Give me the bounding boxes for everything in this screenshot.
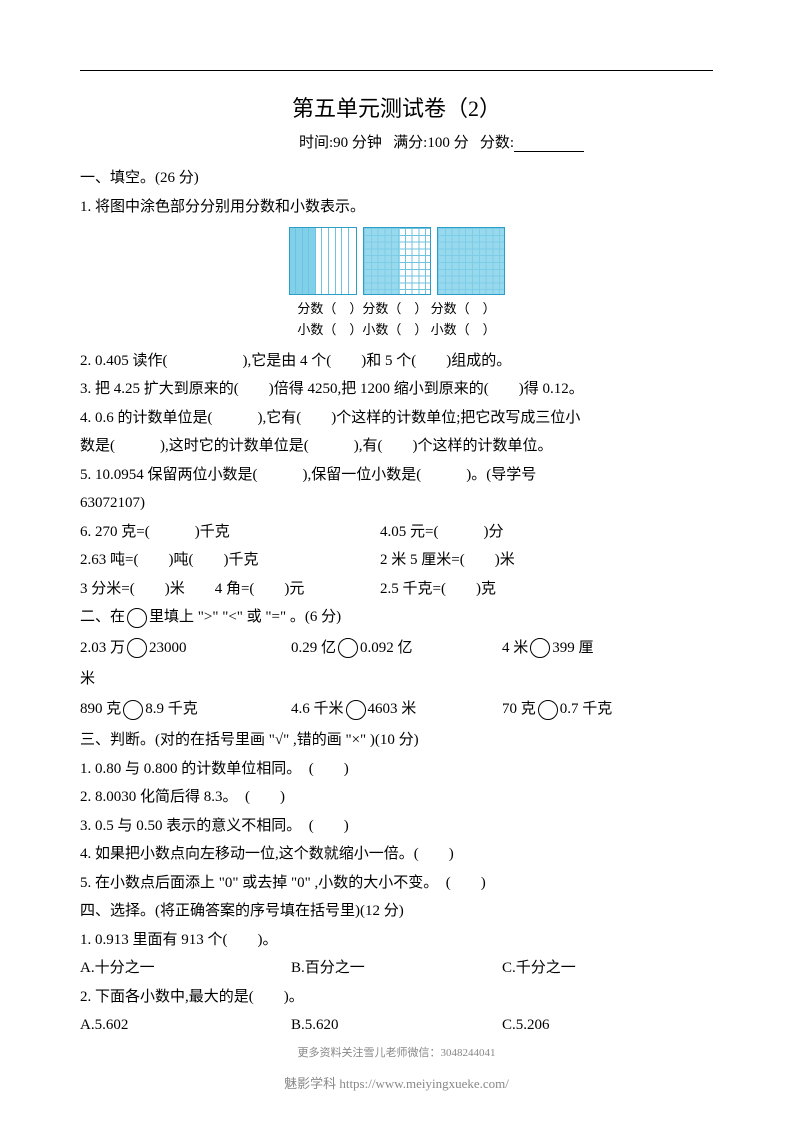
section-4-header: 四、选择。(将正确答案的序号填在括号里)(12 分) (80, 897, 713, 926)
score-label: 分数: (480, 135, 514, 151)
s4-q2-c: C.5.206 (502, 1011, 713, 1040)
s3-q2: 2. 8.0030 化简后得 8.3。 ( ) (80, 783, 713, 812)
top-rule (80, 70, 713, 71)
exam-title: 第五单元测试卷（2） (80, 91, 713, 123)
s4-q1-a: A.十分之一 (80, 954, 291, 983)
exam-meta: 时间:90 分钟 满分:100 分 分数: (80, 131, 713, 152)
section-2-header: 二、在 里填上 ">" "<" 或 "=" 。(6 分) (80, 603, 713, 632)
cmp-2a-l: 890 克 (80, 693, 121, 726)
cmp-1b-r: 0.092 亿 (360, 632, 413, 665)
compare-row-2: 890 克 8.9 千克 4.6 千米 4603 米 70 克 0.7 千克 (80, 693, 713, 726)
page-content: 第五单元测试卷（2） 时间:90 分钟 满分:100 分 分数: 一、填空。(2… (0, 0, 793, 1080)
q1-text: 1. 将图中涂色部分分别用分数和小数表示。 (80, 193, 713, 222)
s3-q3: 3. 0.5 与 0.50 表示的意义不相同。 ( ) (80, 812, 713, 841)
circle-icon[interactable] (346, 700, 366, 720)
q6-1a: 6. 270 克=( )千克 (80, 518, 380, 547)
section-3-header: 三、判断。(对的在括号里画 "√" ,错的画 "×" )(10 分) (80, 726, 713, 755)
q5b: 63072107) (80, 489, 713, 518)
q6-3a: 3 分米=( )米 4 角=( )元 (80, 575, 380, 604)
circle-icon[interactable] (127, 638, 147, 658)
cmp-1c-l: 4 米 (502, 632, 528, 665)
cmp-2b-r: 4603 米 (368, 693, 417, 726)
s3-q4: 4. 如果把小数点向左移动一位,这个数就缩小一倍。( ) (80, 840, 713, 869)
s4-q1-c: C.千分之一 (502, 954, 713, 983)
cmp-1b-l: 0.29 亿 (291, 632, 336, 665)
q6-2a: 2.63 吨=( )吨( )千克 (80, 546, 380, 575)
grid-2 (363, 227, 431, 295)
s4-q2-opts: A.5.602 B.5.620 C.5.206 (80, 1011, 713, 1040)
grid-labels: 分数（ ）分数（ ） 分数（ ） 小数（ ）小数（ ） 小数（ ） (80, 299, 713, 341)
cmp-1a-l: 2.03 万 (80, 632, 125, 665)
circle-icon (127, 608, 147, 628)
time-label: 时间: (299, 135, 333, 151)
q6-3b: 2.5 千克=( )克 (380, 575, 713, 604)
q6-row3: 3 分米=( )米 4 角=( )元 2.5 千克=( )克 (80, 575, 713, 604)
s4-q2-b: B.5.620 (291, 1011, 502, 1040)
q4a: 4. 0.6 的计数单位是( ),它有( )个这样的计数单位;把它改写成三位小 (80, 404, 713, 433)
fullmark-label: 满分: (393, 135, 427, 151)
grid-labels-fraction: 分数（ ）分数（ ） 分数（ ） (80, 299, 713, 320)
cmp-2a-r: 8.9 千克 (145, 693, 198, 726)
circle-icon[interactable] (530, 638, 550, 658)
footer-wechat: 更多资料关注雪儿老师微信：3048244041 (0, 1044, 793, 1060)
s4-q2: 2. 下面各小数中,最大的是( )。 (80, 983, 713, 1012)
cmp-2c-r: 0.7 千克 (560, 693, 613, 726)
q5a: 5. 10.0954 保留两位小数是( ),保留一位小数是( )。(导学号 (80, 461, 713, 490)
cmp-2b-l: 4.6 千米 (291, 693, 344, 726)
time-value: 90 分钟 (333, 135, 382, 151)
q6-2b: 2 米 5 厘米=( )米 (380, 546, 713, 575)
q6-row1: 6. 270 克=( )千克 4.05 元=( )分 (80, 518, 713, 547)
footer-site: 魅影学科 https://www.meiyingxueke.com/ (0, 1073, 793, 1092)
s3-q5: 5. 在小数点后面添上 "0" 或去掉 "0" ,小数的大小不变。 ( ) (80, 869, 713, 898)
grid-1 (289, 227, 357, 295)
q4b: 数是( ),这时它的计数单位是( ),有( )个这样的计数单位。 (80, 432, 713, 461)
grid-3 (437, 227, 505, 295)
s4-q1-b: B.百分之一 (291, 954, 502, 983)
q3: 3. 把 4.25 扩大到原来的( )倍得 4250,把 1200 缩小到原来的… (80, 375, 713, 404)
cmp-2c-l: 70 克 (502, 693, 536, 726)
q6-1b: 4.05 元=( )分 (380, 518, 713, 547)
fullmark-value: 100 分 (427, 135, 468, 151)
grid-labels-decimal: 小数（ ）小数（ ） 小数（ ） (80, 320, 713, 341)
section-1-header: 一、填空。(26 分) (80, 164, 713, 193)
s3-q1: 1. 0.80 与 0.800 的计数单位相同。 ( ) (80, 755, 713, 784)
compare-row-1: 2.03 万 23000 0.29 亿 0.092 亿 4 米 399 厘 (80, 632, 713, 665)
s2-pre: 二、在 (80, 609, 125, 625)
q2: 2. 0.405 读作( ),它是由 4 个( )和 5 个( )组成的。 (80, 347, 713, 376)
q6-row2: 2.63 吨=( )吨( )千克 2 米 5 厘米=( )米 (80, 546, 713, 575)
s2-post: 里填上 ">" "<" 或 "=" 。(6 分) (149, 609, 341, 625)
score-blank[interactable] (514, 151, 584, 152)
cmp-1a-r: 23000 (149, 632, 187, 665)
s4-q1-opts: A.十分之一 B.百分之一 C.千分之一 (80, 954, 713, 983)
circle-icon[interactable] (123, 700, 143, 720)
mi-cont: 米 (80, 665, 713, 694)
s4-q2-a: A.5.602 (80, 1011, 291, 1040)
s4-q1: 1. 0.913 里面有 913 个( )。 (80, 926, 713, 955)
circle-icon[interactable] (338, 638, 358, 658)
cmp-1c-r: 399 厘 (552, 632, 593, 665)
fraction-grids (80, 227, 713, 295)
circle-icon[interactable] (538, 700, 558, 720)
